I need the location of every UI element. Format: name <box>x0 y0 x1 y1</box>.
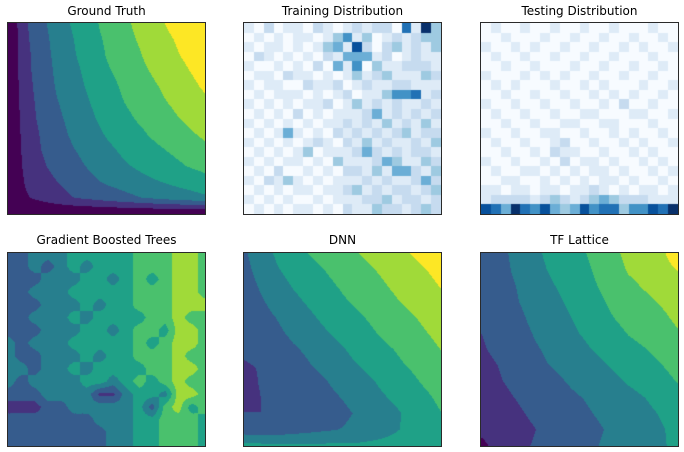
training-distribution-heatmap <box>244 23 441 214</box>
subplot-title-training-distribution: Training Distribution <box>281 4 404 18</box>
testing-distribution-heatmap <box>481 23 678 214</box>
subplot-training-distribution <box>243 22 442 215</box>
gradient-boosted-trees-contour-plot <box>8 253 205 446</box>
subplot-testing-distribution <box>480 22 679 215</box>
dnn-contour-plot <box>244 253 441 446</box>
ground-truth-contour-plot <box>8 23 205 214</box>
subplot-dnn <box>243 252 442 447</box>
subplot-title-dnn: DNN <box>328 233 357 247</box>
subplot-title-ground-truth: Ground Truth <box>67 4 146 18</box>
subplot-tf-lattice <box>480 252 679 447</box>
subplot-title-gradient-boosted-trees: Gradient Boosted Trees <box>36 233 177 247</box>
subplot-gradient-boosted-trees <box>7 252 206 447</box>
subplot-title-tf-lattice: TF Lattice <box>550 233 609 247</box>
tf-lattice-contour-plot <box>481 253 678 446</box>
subplot-ground-truth <box>7 22 206 215</box>
subplot-title-testing-distribution: Testing Distribution <box>521 4 638 18</box>
